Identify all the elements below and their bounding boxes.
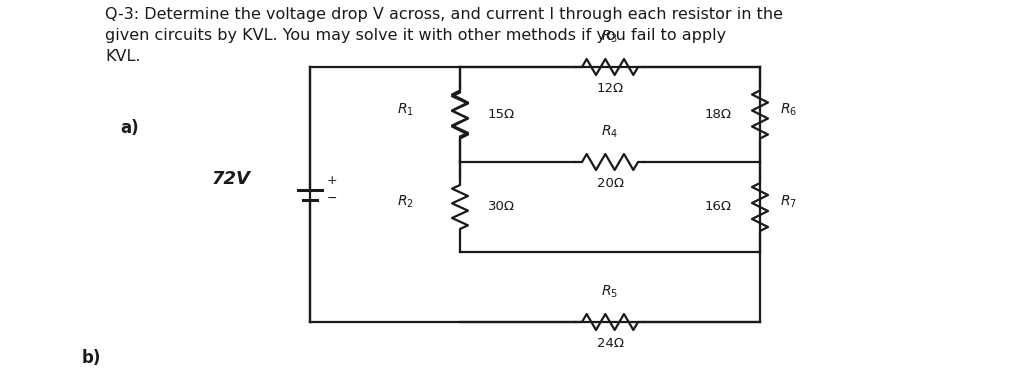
Text: $R_1$: $R_1$ <box>396 101 414 118</box>
Text: 30Ω: 30Ω <box>488 201 515 213</box>
Text: +: + <box>327 174 338 187</box>
Text: Q-3: Determine the voltage drop V across, and current I through each resistor in: Q-3: Determine the voltage drop V across… <box>105 7 783 64</box>
Text: 16Ω: 16Ω <box>705 201 732 213</box>
Text: $R_7$: $R_7$ <box>780 194 797 210</box>
Text: 15Ω: 15Ω <box>488 108 515 121</box>
Text: −: − <box>327 192 338 205</box>
Text: $R_4$: $R_4$ <box>601 124 618 140</box>
Text: 18Ω: 18Ω <box>705 108 732 121</box>
Text: $R_3$: $R_3$ <box>601 29 618 45</box>
Text: 24Ω: 24Ω <box>597 337 624 350</box>
Text: 20Ω: 20Ω <box>597 177 624 190</box>
Text: a): a) <box>120 119 138 137</box>
Text: $R_2$: $R_2$ <box>396 194 414 210</box>
Text: 12Ω: 12Ω <box>596 82 624 95</box>
Text: b): b) <box>82 349 101 367</box>
Text: $R_5$: $R_5$ <box>601 284 618 300</box>
Text: 72V: 72V <box>211 170 250 188</box>
Text: $R_6$: $R_6$ <box>780 101 797 118</box>
